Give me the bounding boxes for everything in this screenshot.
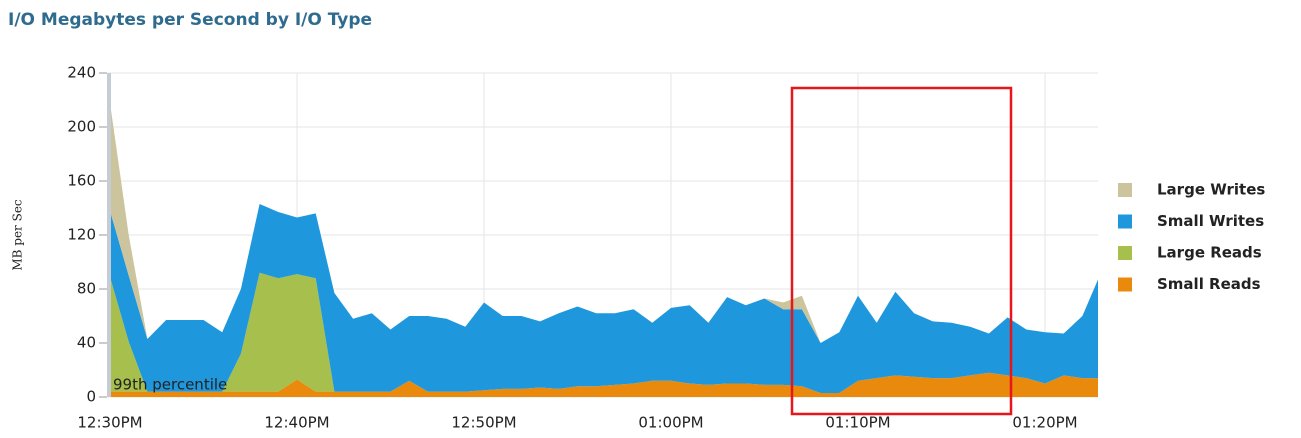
legend: Large Writes Small Writes Large Reads Small… — [1118, 181, 1265, 293]
y-tick-label: 40 — [77, 334, 96, 352]
y-axis-bar — [107, 73, 111, 397]
legend-label: Small Reads — [1157, 275, 1261, 293]
x-tick-label: 12:50PM — [451, 414, 516, 432]
x-tick-label: 01:00PM — [638, 414, 703, 432]
annotation: 99th percentile — [113, 376, 227, 394]
legend-label: Large Reads — [1157, 244, 1262, 262]
y-tick-label: 200 — [67, 118, 96, 136]
y-tick-label: 240 — [67, 64, 96, 82]
y-tick-label: 80 — [77, 280, 96, 298]
legend-swatch — [1118, 183, 1132, 197]
x-tick-label: 12:40PM — [264, 414, 329, 432]
chart-title: I/O Megabytes per Second by I/O Type — [8, 10, 372, 30]
legend-swatch — [1118, 277, 1132, 292]
legend-swatch — [1118, 214, 1132, 229]
area — [110, 272, 1098, 393]
y-tick-label: 120 — [67, 226, 96, 244]
y-tick-label: 160 — [67, 172, 96, 190]
legend-label: Small Writes — [1157, 212, 1264, 230]
legend-label: Large Writes — [1157, 181, 1265, 199]
y-axis-label: MB per Sec — [11, 199, 25, 271]
area — [110, 372, 1098, 397]
legend-swatch — [1118, 246, 1132, 260]
area — [110, 203, 1098, 393]
y-tick-label: 0 — [86, 388, 96, 406]
plot-area — [108, 72, 1098, 398]
x-tick-label: 01:10PM — [825, 414, 890, 432]
x-tick-label: 01:20PM — [1012, 414, 1077, 432]
highlight-box — [790, 86, 1013, 416]
x-tick-label: 12:30PM — [77, 414, 142, 432]
